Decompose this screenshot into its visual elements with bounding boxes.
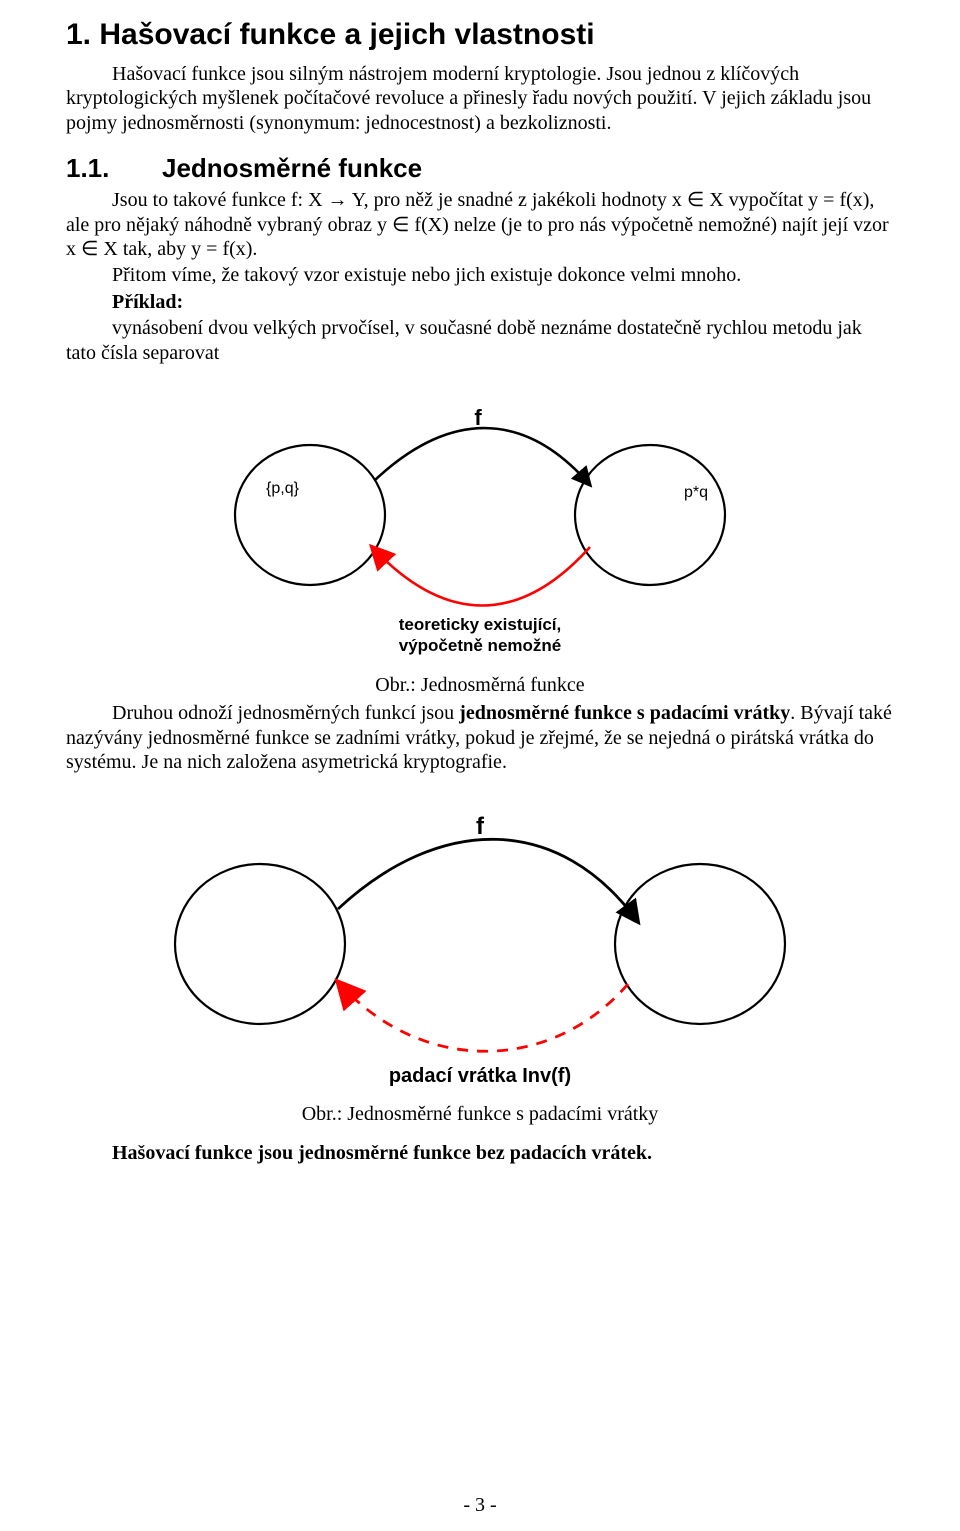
h1-title: 1. Hašovací funkce a jejich vlastnosti xyxy=(66,18,894,52)
fig1-left-label: {p,q} xyxy=(266,480,300,497)
h1-text: Hašovací funkce a jejich vlastnosti xyxy=(99,18,594,51)
fig2-caption: Obr.: Jednosměrné funkce s padacími vrát… xyxy=(66,1102,894,1126)
closing-statement: Hašovací funkce jsou jednosměrné funkce … xyxy=(112,1141,894,1165)
mid-para-bold: jednosměrné funkce s padacími vrátky xyxy=(459,702,790,724)
fig1-left-ellipse xyxy=(235,445,385,585)
fig2-bottom-label: padací vrátka Inv(f) xyxy=(389,1065,571,1087)
fig2-f-label: f xyxy=(476,813,485,840)
sec11-example-label: Příklad: xyxy=(66,290,894,314)
intro-paragraph: Hašovací funkce jsou silným nástrojem mo… xyxy=(66,62,894,135)
fig1-caption: Obr.: Jednosměrná funkce xyxy=(66,673,894,697)
fig1-right-label: p*q xyxy=(684,484,708,501)
sec11-title: Jednosměrné funkce xyxy=(162,153,422,183)
sec11-number: 1.1. xyxy=(66,153,162,184)
fig1-forward-arc xyxy=(375,428,590,485)
fig2-back-arc xyxy=(338,982,628,1051)
fig1-right-ellipse xyxy=(575,445,725,585)
figure-trapdoor: f padací vrátka Inv(f) xyxy=(160,794,800,1094)
mid-para-a: Druhou odnoží jednosměrných funkcí jsou xyxy=(112,702,459,724)
example-label: Příklad: xyxy=(112,291,183,313)
h1-number: 1. xyxy=(66,18,91,51)
fig2-right-ellipse xyxy=(615,864,785,1024)
fig2-forward-arc xyxy=(338,840,638,923)
figure-oneway: f {p,q} p*q teoreticky existující, výpoč… xyxy=(220,385,740,665)
fig1-back-arc xyxy=(372,547,590,606)
fig1-f-label: f xyxy=(474,405,482,430)
h2-sec11: 1.1.Jednosměrné funkce xyxy=(66,153,894,184)
sec11-example-body: vynásobení dvou velkých prvočísel, v sou… xyxy=(66,316,894,365)
fig1-bottom-line2: výpočetně nemožné xyxy=(399,636,562,655)
sec11-para1: Jsou to takové funkce f: X → Y, pro něž … xyxy=(66,188,894,261)
fig1-bottom-line1: teoreticky existující, xyxy=(399,615,562,634)
page-number: - 3 - xyxy=(0,1494,960,1517)
sec11-para2: Přitom víme, že takový vzor existuje neb… xyxy=(66,263,894,287)
mid-paragraph: Druhou odnoží jednosměrných funkcí jsou … xyxy=(66,701,894,774)
fig2-left-ellipse xyxy=(175,864,345,1024)
page: 1. Hašovací funkce a jejich vlastnosti H… xyxy=(0,0,960,1531)
